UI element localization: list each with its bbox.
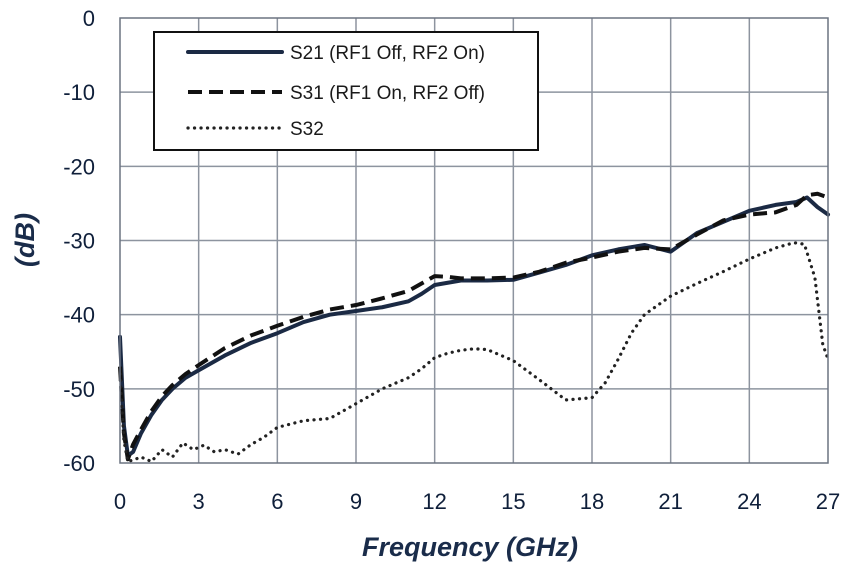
y-tick-label: -30 xyxy=(63,229,95,254)
legend-label-1: S21 (RF1 Off, RF2 On) xyxy=(290,43,485,64)
x-tick-label: 21 xyxy=(658,489,682,514)
y-axis-title: (dB) xyxy=(10,213,40,267)
x-axis-title: Frequency (GHz) xyxy=(362,532,578,562)
y-tick-label: -40 xyxy=(63,303,95,328)
tick-labels: 0 3 6 9 12 15 18 21 24 27 0 -10 -20 -30 -40 -50 -60 xyxy=(63,6,840,514)
x-tick-label: 27 xyxy=(816,489,840,514)
x-tick-label: 24 xyxy=(737,489,761,514)
legend-label-2: S31 (RF1 On, RF2 Off) xyxy=(290,83,485,104)
y-tick-label: -20 xyxy=(63,154,95,179)
series-group xyxy=(118,191,830,464)
x-tick-label: 18 xyxy=(580,489,604,514)
y-tick-label: 0 xyxy=(83,6,95,31)
x-tick-label: 15 xyxy=(501,489,525,514)
series-line-3 xyxy=(118,241,830,464)
y-tick-label: -60 xyxy=(63,451,95,476)
x-tick-label: 6 xyxy=(271,489,283,514)
x-tick-label: 3 xyxy=(193,489,205,514)
x-tick-label: 9 xyxy=(350,489,362,514)
series-line-2 xyxy=(118,191,829,462)
legend: S21 (RF1 Off, RF2 On) S31 (RF1 On, RF2 Of… xyxy=(153,31,539,151)
legend-label-3: S32 xyxy=(290,119,324,140)
plot-frame xyxy=(119,17,829,464)
legend-items: S21 (RF1 Off, RF2 On) S31 (RF1 On, RF2 Of… xyxy=(186,43,485,140)
x-tick-label: 12 xyxy=(422,489,446,514)
y-tick-label: -10 xyxy=(63,80,95,105)
y-tick-label: -50 xyxy=(63,377,95,402)
x-tick-label: 0 xyxy=(114,489,126,514)
